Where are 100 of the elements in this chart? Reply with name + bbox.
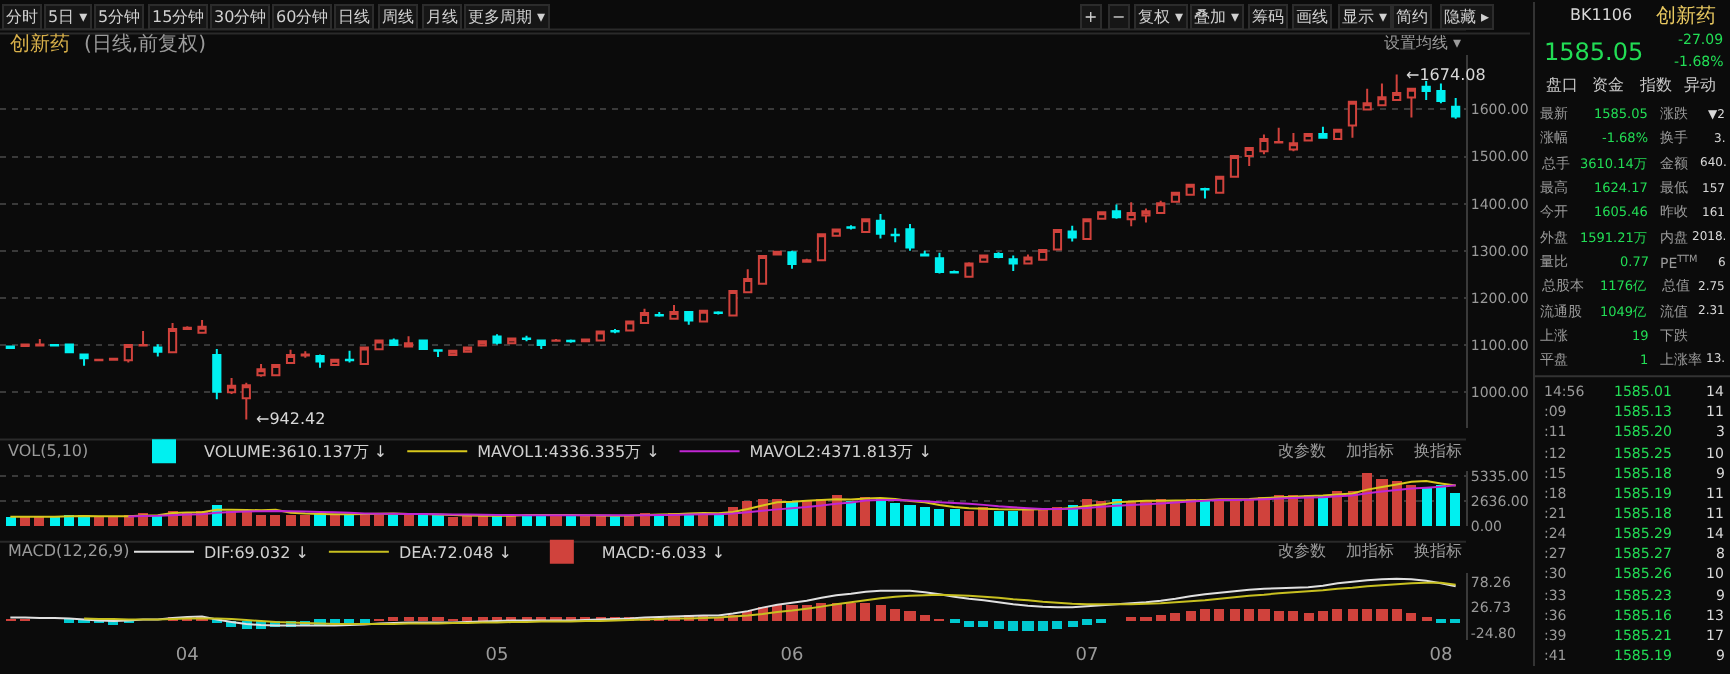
candlestick xyxy=(595,329,605,343)
candlestick xyxy=(639,307,650,325)
candlestick xyxy=(315,353,325,369)
text: 日线 xyxy=(338,8,370,26)
candlestick xyxy=(507,336,517,346)
bar xyxy=(1288,611,1298,622)
candlestick xyxy=(1451,97,1461,120)
candlestick xyxy=(684,310,694,326)
bar xyxy=(330,514,340,527)
bar xyxy=(860,603,870,622)
bar xyxy=(1214,609,1224,622)
text: 复权 ▾ xyxy=(1138,8,1184,26)
candlestick xyxy=(920,249,930,258)
bar xyxy=(1200,609,1210,622)
candlestick xyxy=(359,345,369,366)
candlestick xyxy=(167,321,178,354)
text: 15分钟 xyxy=(152,8,205,26)
candlestick xyxy=(698,308,709,324)
candlestick xyxy=(79,352,89,367)
chart-subtitle: (日线,前复权) xyxy=(84,32,207,56)
candlestick xyxy=(35,337,45,348)
bar xyxy=(1450,492,1460,527)
candlestick xyxy=(1097,210,1107,221)
x-tick-label: 04 xyxy=(175,646,200,667)
bar xyxy=(994,621,1004,630)
candlestick xyxy=(1170,190,1181,204)
candlestick xyxy=(964,261,974,279)
bar xyxy=(1406,484,1416,527)
bar xyxy=(1288,494,1298,527)
bar xyxy=(1406,613,1416,622)
candlestick xyxy=(492,333,502,346)
text: 改参数 xyxy=(1278,442,1326,460)
candlestick xyxy=(1141,207,1151,224)
bar xyxy=(994,510,1004,527)
candlestick xyxy=(669,304,679,321)
text: 盘口 xyxy=(1546,76,1578,94)
text: 异动 xyxy=(1684,76,1716,94)
candlestick xyxy=(934,251,945,275)
text: 筹码 xyxy=(1252,8,1284,26)
bar xyxy=(964,621,974,628)
text: 叠加 ▾ xyxy=(1194,8,1240,26)
candlestick xyxy=(1436,82,1446,105)
bar xyxy=(890,502,900,527)
candlestick xyxy=(802,257,812,264)
candlestick xyxy=(1421,80,1431,101)
text: 换指标 xyxy=(1414,542,1462,560)
x-tick-label: 06 xyxy=(780,646,804,667)
bar xyxy=(934,508,944,527)
bar xyxy=(432,514,444,527)
bar xyxy=(388,514,398,527)
bar xyxy=(1392,609,1402,622)
legend-label: VOLUME:3610.137万 ↓ xyxy=(204,443,388,462)
candlestick xyxy=(816,232,827,263)
candlestick xyxy=(1288,131,1299,153)
bar xyxy=(270,514,280,527)
bar xyxy=(1038,508,1048,527)
bar xyxy=(1170,613,1180,622)
text: 创新药 xyxy=(1656,4,1716,28)
candlestick xyxy=(344,349,355,364)
candlestick xyxy=(551,337,561,343)
legend-label: MACD:-6.033 ↓ xyxy=(601,543,726,562)
bar xyxy=(1392,480,1402,527)
candlestick xyxy=(1244,146,1254,167)
candlestick xyxy=(226,377,237,396)
bar xyxy=(1304,613,1314,622)
candlestick xyxy=(123,343,133,364)
bar xyxy=(1318,611,1328,622)
text: 更多周期 ▾ xyxy=(468,8,546,26)
annotation: ←942.42 xyxy=(256,410,326,428)
bar xyxy=(904,611,916,622)
text: 加指标 xyxy=(1346,442,1394,460)
bar xyxy=(846,603,856,622)
bar xyxy=(1230,609,1240,622)
candlestick xyxy=(1082,217,1092,241)
bar xyxy=(950,508,960,527)
bar xyxy=(920,615,930,622)
line-series xyxy=(127,484,1457,518)
bar xyxy=(876,498,886,527)
bar xyxy=(94,516,104,527)
x-tick-label: 08 xyxy=(1429,646,1453,667)
candlestick xyxy=(905,222,915,252)
bar xyxy=(1332,609,1342,622)
candlestick xyxy=(241,381,251,421)
text: 简约 xyxy=(1396,8,1428,26)
bar xyxy=(1362,609,1372,622)
bar xyxy=(1008,621,1018,632)
bar xyxy=(1318,494,1328,527)
chart-title: 创新药 xyxy=(10,32,70,56)
text: 分时 xyxy=(6,8,38,26)
candlestick xyxy=(1052,228,1063,252)
bar xyxy=(714,514,724,527)
text: 换指标 xyxy=(1414,442,1462,460)
bar xyxy=(978,621,988,628)
candlestick xyxy=(374,338,384,352)
bar xyxy=(904,504,916,527)
bar xyxy=(1170,500,1180,527)
candlestick xyxy=(1111,203,1122,220)
candlestick xyxy=(1023,253,1033,266)
text: 5分钟 xyxy=(98,8,141,26)
candlestick xyxy=(890,227,900,244)
